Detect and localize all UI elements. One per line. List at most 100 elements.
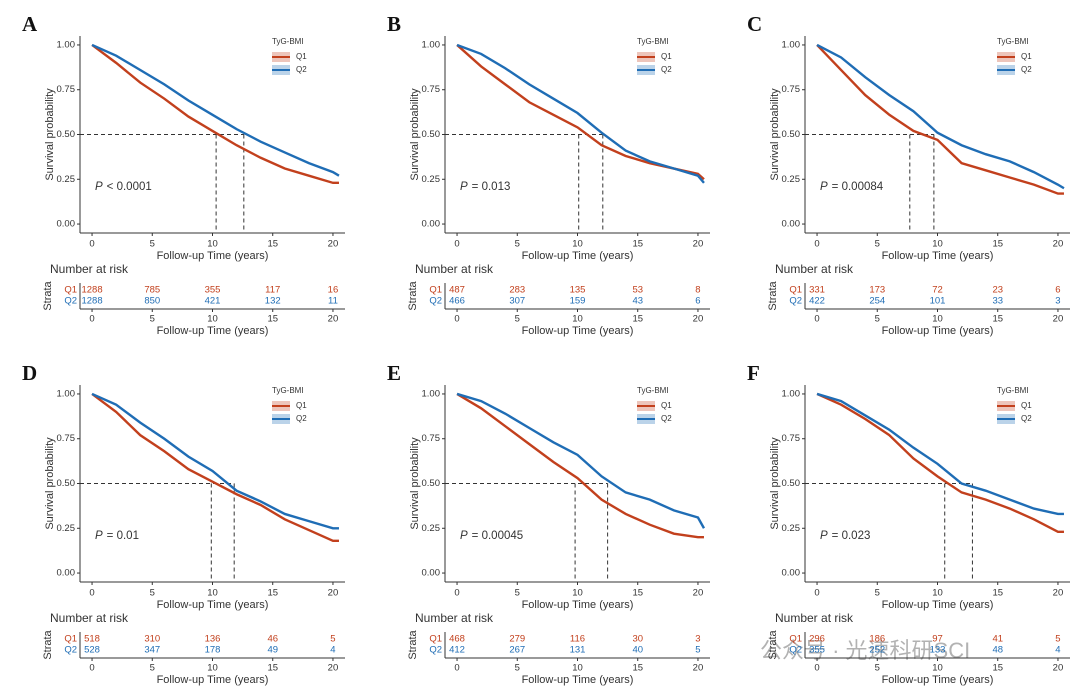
risk-x-tick-label: 20 xyxy=(693,663,704,674)
strata-label: Q2 xyxy=(429,645,442,656)
y-tick-label: 0.50 xyxy=(782,478,801,489)
panel-label: F xyxy=(747,361,760,385)
x-tick-label: 15 xyxy=(267,588,278,599)
y-tick-label: 0.00 xyxy=(57,219,76,230)
strata-label: Q2 xyxy=(789,645,802,656)
x-tick-label: 5 xyxy=(515,588,520,599)
x-tick-label: 5 xyxy=(875,588,880,599)
risk-count: 117 xyxy=(265,285,280,296)
legend-label: Q2 xyxy=(296,65,307,74)
x-tick-label: 5 xyxy=(515,239,520,250)
risk-count: 41 xyxy=(992,634,1003,645)
risk-count: 5 xyxy=(1055,634,1060,645)
x-tick-label: 20 xyxy=(693,239,704,250)
strata-label: Q2 xyxy=(789,296,802,307)
x-tick-label: 10 xyxy=(572,239,583,250)
x-tick-label: 5 xyxy=(875,239,880,250)
survival-curve xyxy=(816,44,1064,195)
risk-x-tick-label: 0 xyxy=(814,314,819,325)
risk-count: 8 xyxy=(695,285,700,296)
x-axis-label: Follow-up Time (years) xyxy=(522,250,634,262)
x-tick-label: 20 xyxy=(693,588,704,599)
y-axis-label: Survival probability xyxy=(44,88,56,181)
risk-x-tick-label: 5 xyxy=(150,314,155,325)
y-axis-label: Survival probability xyxy=(409,437,421,530)
risk-count: 49 xyxy=(267,645,278,656)
y-tick-label: 1.00 xyxy=(422,388,441,399)
risk-count: 4 xyxy=(330,645,335,656)
risk-count: 5 xyxy=(330,634,335,645)
risk-x-tick-label: 10 xyxy=(207,314,218,325)
x-tick-label: 15 xyxy=(992,239,1003,250)
y-tick-label: 1.00 xyxy=(782,39,801,50)
x-tick-label: 0 xyxy=(814,588,819,599)
survival-curve xyxy=(816,392,1064,516)
risk-x-tick-label: 15 xyxy=(992,314,1003,325)
y-tick-label: 1.00 xyxy=(782,388,801,399)
risk-x-tick-label: 15 xyxy=(992,663,1003,674)
risk-x-axis-label: Follow-up Time (years) xyxy=(522,325,634,337)
risk-count: 97 xyxy=(932,634,943,645)
x-axis-label: Follow-up Time (years) xyxy=(882,599,994,611)
risk-count: 355 xyxy=(205,285,221,296)
strata-label: Q1 xyxy=(64,285,77,296)
x-tick-label: 10 xyxy=(932,239,943,250)
risk-count: 186 xyxy=(869,634,885,645)
p-symbol: P xyxy=(95,181,103,193)
risk-count: 518 xyxy=(84,634,100,645)
risk-x-tick-label: 20 xyxy=(1053,314,1064,325)
panel-label: E xyxy=(387,361,401,385)
y-tick-label: 0.75 xyxy=(57,433,76,444)
panel-label: A xyxy=(22,12,38,36)
risk-x-tick-label: 10 xyxy=(572,314,583,325)
legend-label: Q1 xyxy=(1021,52,1032,61)
strata-label: Q1 xyxy=(789,634,802,645)
risk-x-tick-label: 5 xyxy=(875,663,880,674)
y-tick-label: 0.75 xyxy=(782,433,801,444)
risk-x-tick-label: 10 xyxy=(572,663,583,674)
x-tick-label: 10 xyxy=(932,588,943,599)
risk-title: Number at risk xyxy=(775,611,854,625)
x-tick-label: 20 xyxy=(328,588,339,599)
risk-count: 310 xyxy=(144,634,160,645)
risk-count: 101 xyxy=(930,296,946,307)
legend-title: TyG-BMI xyxy=(637,386,669,395)
y-tick-label: 0.75 xyxy=(782,84,801,95)
risk-count: 131 xyxy=(570,645,586,656)
y-tick-label: 0.75 xyxy=(57,84,76,95)
risk-title: Number at risk xyxy=(50,611,129,625)
panel-label: B xyxy=(387,12,401,36)
legend-label: Q2 xyxy=(296,414,307,423)
risk-x-axis-label: Follow-up Time (years) xyxy=(882,674,994,686)
x-tick-label: 15 xyxy=(632,239,643,250)
y-tick-label: 0.50 xyxy=(57,478,76,489)
risk-x-tick-label: 10 xyxy=(932,314,943,325)
y-axis-label: Survival probability xyxy=(769,437,781,530)
panel-label: C xyxy=(747,12,762,36)
risk-count: 466 xyxy=(449,296,465,307)
p-symbol: P xyxy=(820,530,828,542)
legend-title: TyG-BMI xyxy=(637,37,669,46)
risk-title: Number at risk xyxy=(50,262,129,276)
y-tick-label: 0.25 xyxy=(422,174,441,185)
risk-count: 33 xyxy=(992,296,1003,307)
watermark: 公众号 · 光速科研SCI xyxy=(760,638,970,663)
strata-label: Q1 xyxy=(429,285,442,296)
risk-x-tick-label: 5 xyxy=(515,663,520,674)
risk-count: 785 xyxy=(144,285,160,296)
strata-label: Q2 xyxy=(64,645,77,656)
risk-count: 133 xyxy=(930,645,946,656)
p-text: = 0.013 xyxy=(472,181,511,193)
legend-label: Q2 xyxy=(1021,65,1032,74)
p-value: P = 0.013 xyxy=(460,181,510,193)
survival-curve xyxy=(816,392,1064,534)
risk-count: 46 xyxy=(267,634,278,645)
risk-count: 159 xyxy=(570,296,586,307)
risk-x-tick-label: 0 xyxy=(454,663,459,674)
risk-x-tick-label: 0 xyxy=(89,663,94,674)
risk-count: 72 xyxy=(932,285,943,296)
y-tick-label: 0.50 xyxy=(57,129,76,140)
risk-count: 135 xyxy=(570,285,586,296)
risk-count: 421 xyxy=(205,296,221,307)
risk-x-tick-label: 0 xyxy=(814,663,819,674)
